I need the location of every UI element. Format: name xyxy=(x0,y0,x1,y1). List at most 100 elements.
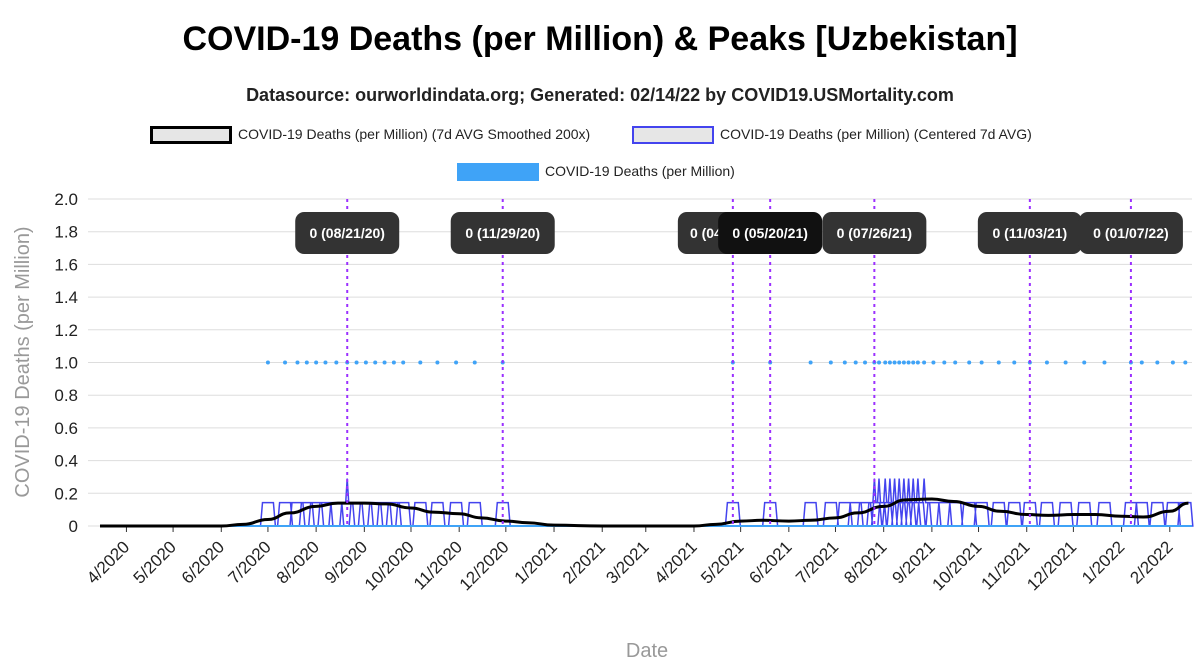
peak-label-box xyxy=(977,212,1082,254)
legend-swatch-smoothed xyxy=(150,126,232,145)
x-tick-label: 10/2020 xyxy=(361,537,418,594)
daily-point xyxy=(454,360,459,365)
daily-point xyxy=(996,360,1001,365)
daily-point xyxy=(363,360,368,365)
x-tick-label: 6/2020 xyxy=(178,537,228,587)
peak-label-box xyxy=(718,212,823,254)
daily-point xyxy=(295,360,300,365)
x-tick-label: 11/2020 xyxy=(410,537,466,593)
y-tick-label: 0.6 xyxy=(54,419,78,438)
daily-point xyxy=(863,360,868,365)
daily-point xyxy=(967,360,972,365)
daily-point xyxy=(1155,360,1160,365)
x-tick-label: 12/2020 xyxy=(456,537,513,594)
y-tick-label: 1.0 xyxy=(54,354,78,373)
legend-swatch-centered-avg xyxy=(632,126,714,145)
daily-point xyxy=(897,360,902,365)
x-tick-label: 3/2021 xyxy=(602,537,652,587)
peak-label-box xyxy=(450,212,555,254)
y-tick-label: 0.4 xyxy=(54,452,78,471)
daily-point xyxy=(1102,360,1107,365)
daily-point xyxy=(892,360,897,365)
y-tick-label: 0 xyxy=(69,517,78,536)
x-tick-label: 7/2021 xyxy=(792,537,842,587)
peak-label: 0 (11/29/20) xyxy=(465,225,540,241)
x-tick-label: 1/2021 xyxy=(511,537,561,587)
daily-point xyxy=(915,360,920,365)
daily-point xyxy=(1082,360,1087,365)
series-centered-avg-line xyxy=(100,478,1194,527)
daily-point xyxy=(953,360,958,365)
x-tick-label: 7/2020 xyxy=(225,537,275,587)
daily-point xyxy=(373,360,378,365)
daily-point xyxy=(853,360,858,365)
legend-label-smoothed: COVID-19 Deaths (per Million) (7d AVG Sm… xyxy=(238,126,591,142)
x-tick-label: 11/2021 xyxy=(978,537,1034,593)
daily-point xyxy=(334,360,339,365)
daily-point xyxy=(828,360,833,365)
daily-point xyxy=(1044,360,1049,365)
peak-label-box xyxy=(822,212,927,254)
daily-point xyxy=(911,360,916,365)
x-tick-label: 2/2021 xyxy=(559,537,609,587)
daily-point xyxy=(435,360,440,365)
y-tick-label: 0.8 xyxy=(54,386,78,405)
y-axis-title: COVID-19 Deaths (per Million) xyxy=(12,226,34,497)
x-tick-label: 1/2022 xyxy=(1078,537,1128,587)
x-tick-label: 4/2020 xyxy=(83,537,133,587)
daily-point xyxy=(304,360,309,365)
daily-point xyxy=(1139,360,1144,365)
daily-point xyxy=(314,360,319,365)
peak-label: 0 (11/03/21) xyxy=(992,225,1067,241)
daily-point xyxy=(418,360,423,365)
daily-point xyxy=(354,360,359,365)
daily-point xyxy=(265,360,270,365)
daily-point xyxy=(842,360,847,365)
x-tick-label: 5/2020 xyxy=(130,537,180,587)
x-tick-label: 5/2021 xyxy=(697,537,747,587)
daily-point xyxy=(887,360,892,365)
x-tick-label: 4/2021 xyxy=(651,537,701,587)
daily-point xyxy=(901,360,906,365)
daily-point xyxy=(472,360,477,365)
peak-label: 0 (08/21/20) xyxy=(309,225,385,241)
legend-label-daily: COVID-19 Deaths (per Million) xyxy=(545,163,735,179)
legend-swatch-daily xyxy=(457,163,539,182)
daily-point xyxy=(1170,360,1175,365)
chart-title: COVID-19 Deaths (per Million) & Peaks [U… xyxy=(182,20,1018,58)
legend-item-smoothed[interactable]: COVID-19 Deaths (per Million) (7d AVG Sm… xyxy=(150,126,591,145)
y-tick-label: 1.6 xyxy=(54,255,78,274)
chart-subtitle: Datasource: ourworldindata.org; Generate… xyxy=(246,85,954,105)
x-tick-label: 8/2021 xyxy=(840,537,890,587)
daily-point xyxy=(283,360,288,365)
x-tick-label: 8/2020 xyxy=(273,537,323,587)
daily-point xyxy=(391,360,396,365)
y-tick-label: 1.2 xyxy=(54,321,78,340)
daily-point xyxy=(808,360,813,365)
daily-point xyxy=(922,360,927,365)
daily-point xyxy=(401,360,406,365)
x-tick-label: 10/2021 xyxy=(928,537,985,594)
legend-item-daily[interactable]: COVID-19 Deaths (per Million) xyxy=(457,163,735,182)
daily-point xyxy=(906,360,911,365)
peak-label: 0 (05/20/21) xyxy=(732,225,808,241)
y-tick-label: 0.2 xyxy=(54,484,78,503)
series-smoothed-line xyxy=(100,497,1189,528)
peak-label-box xyxy=(1078,212,1183,254)
daily-point xyxy=(323,360,328,365)
daily-point xyxy=(883,360,888,365)
y-tick-label: 1.8 xyxy=(54,223,78,242)
daily-point xyxy=(1063,360,1068,365)
daily-point xyxy=(979,360,984,365)
legend-item-centered-avg[interactable]: COVID-19 Deaths (per Million) (Centered … xyxy=(632,126,1032,145)
daily-point xyxy=(942,360,947,365)
x-axis-title: Date xyxy=(626,640,668,662)
peak-label: 0 (01/07/22) xyxy=(1093,225,1169,241)
y-tick-label: 2.0 xyxy=(54,190,78,209)
daily-point xyxy=(382,360,387,365)
legend-label-centered-avg: COVID-19 Deaths (per Million) (Centered … xyxy=(720,126,1032,142)
x-tick-label: 6/2021 xyxy=(745,537,795,587)
x-tick-label: 2/2022 xyxy=(1126,537,1176,587)
peak-label: 0 (04/ xyxy=(690,225,726,241)
